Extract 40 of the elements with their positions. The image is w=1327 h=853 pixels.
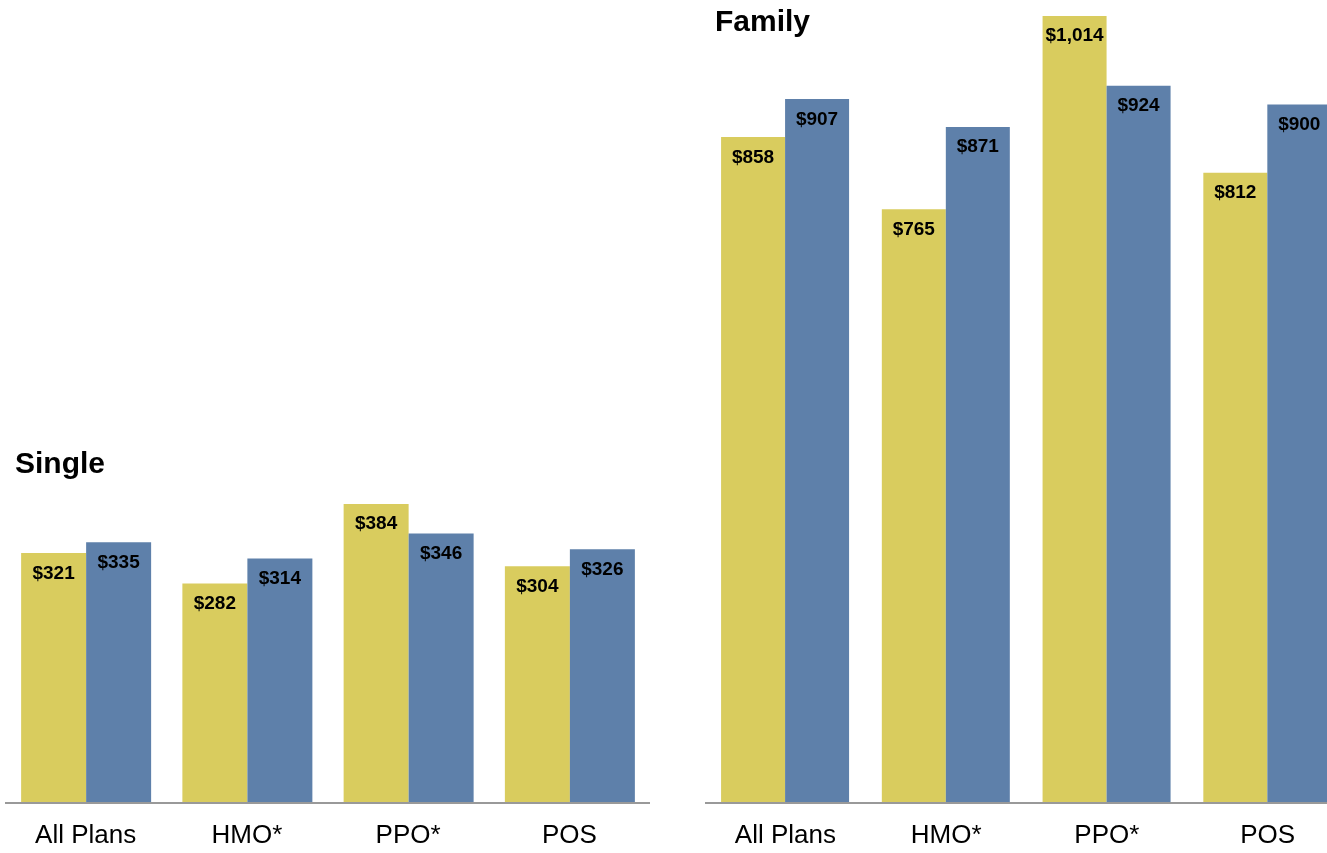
bar	[504, 566, 570, 803]
chart-title: Single	[15, 446, 106, 480]
x-tick-label: HMO*	[211, 819, 283, 850]
data-label: $871	[956, 135, 1000, 157]
data-label: $900	[1278, 112, 1321, 134]
data-label: $326	[581, 557, 624, 579]
bar	[569, 549, 635, 803]
data-label: $765	[892, 217, 936, 239]
bar	[1106, 85, 1171, 803]
bar	[182, 583, 248, 803]
data-label: $1,014	[1045, 24, 1105, 46]
bar	[247, 558, 313, 803]
bar	[21, 553, 87, 803]
data-label: $812	[1214, 181, 1257, 203]
data-label: $924	[1117, 94, 1161, 116]
bar	[785, 99, 850, 803]
data-label: $304	[516, 574, 559, 596]
data-label: $384	[354, 512, 398, 534]
data-label: $907	[795, 107, 839, 129]
x-tick-label: POS	[1240, 819, 1296, 850]
data-label: $858	[731, 145, 775, 167]
bar	[1042, 16, 1107, 803]
x-tick-label: All Plans	[35, 819, 137, 850]
x-tick-label: All Plans	[734, 819, 836, 850]
data-label: $321	[32, 561, 76, 583]
bar	[881, 209, 946, 803]
chart-title: Family	[715, 4, 811, 38]
bar	[86, 542, 152, 803]
x-tick-label: POS	[541, 819, 597, 850]
data-label: $314	[258, 567, 302, 588]
x-tick-label: PPO*	[375, 819, 441, 850]
data-label: $346	[419, 542, 463, 564]
data-label: $335	[97, 550, 141, 572]
bar	[721, 137, 786, 803]
bar	[343, 504, 409, 803]
x-tick-label: PPO*	[1074, 819, 1140, 850]
data-label: $282	[193, 591, 237, 613]
bar	[945, 126, 1010, 803]
bar	[408, 533, 474, 803]
x-tick-label: HMO*	[910, 819, 982, 850]
